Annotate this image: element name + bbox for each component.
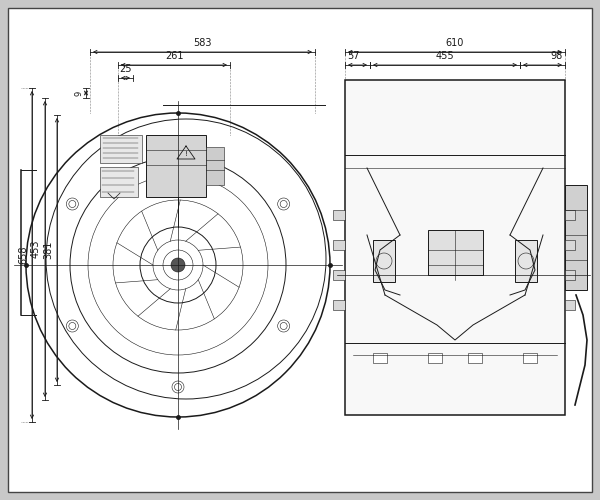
- Bar: [333, 210, 345, 220]
- Circle shape: [171, 258, 185, 272]
- Bar: [146, 135, 206, 197]
- Bar: [523, 353, 537, 363]
- Circle shape: [278, 320, 290, 332]
- Bar: [565, 185, 587, 290]
- Text: 453: 453: [31, 240, 41, 258]
- Text: 658: 658: [18, 246, 28, 264]
- Bar: [333, 270, 345, 280]
- Bar: [333, 240, 345, 250]
- Text: 57: 57: [347, 51, 359, 61]
- Text: !: !: [185, 151, 187, 157]
- Text: 98: 98: [551, 51, 563, 61]
- Bar: [206, 147, 224, 185]
- Bar: [345, 80, 565, 415]
- Circle shape: [172, 137, 184, 149]
- Text: 381: 381: [43, 241, 53, 259]
- Bar: [515, 240, 537, 282]
- Text: 610: 610: [446, 38, 464, 48]
- Circle shape: [278, 198, 290, 210]
- Bar: [428, 353, 442, 363]
- Bar: [373, 240, 395, 282]
- Text: 583: 583: [193, 38, 212, 48]
- Text: 9: 9: [74, 90, 83, 96]
- Bar: [427, 230, 482, 275]
- Bar: [565, 240, 575, 250]
- Bar: [565, 300, 575, 310]
- Text: 261: 261: [165, 51, 183, 61]
- Circle shape: [172, 381, 184, 393]
- Circle shape: [67, 320, 79, 332]
- Bar: [100, 135, 142, 163]
- Bar: [565, 210, 575, 220]
- Bar: [373, 353, 387, 363]
- Text: 25: 25: [119, 64, 132, 74]
- Circle shape: [67, 198, 79, 210]
- Text: 455: 455: [436, 51, 454, 61]
- Bar: [565, 270, 575, 280]
- Bar: [100, 167, 138, 197]
- Bar: [333, 300, 345, 310]
- Bar: [468, 353, 482, 363]
